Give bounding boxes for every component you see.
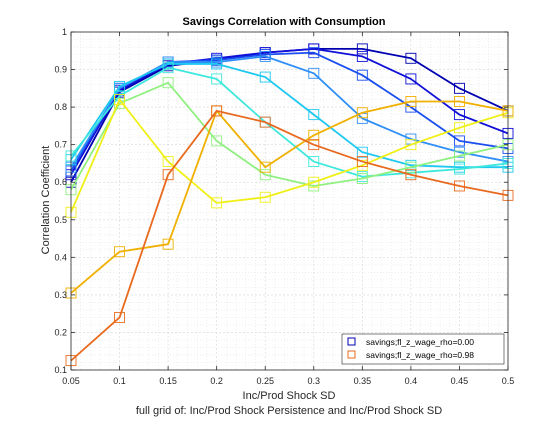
data-point-marker [453,109,465,121]
x-tick-label: 0.4 [405,376,418,386]
data-point-marker [308,129,320,141]
data-point-marker [453,122,465,134]
data-point-marker [453,135,465,147]
tick-marks [70,31,509,371]
data-point-marker [356,146,368,158]
legend-box [341,333,505,365]
y-tick-label: 0.1 [54,365,67,375]
axes-box [70,31,509,371]
y-tick-label: 0.8 [54,102,67,112]
chart-title: Savings Correlation with Consumption [183,16,386,28]
legend-marker-rho-000 [347,337,356,346]
data-point-marker [114,81,126,92]
data-point-marker [308,139,320,151]
series-line [70,66,509,178]
data-point-marker [453,96,465,107]
data-point-marker [453,82,465,94]
data-point-marker [162,77,174,89]
data-point-marker [211,135,223,147]
x-tick-label: 0.15 [159,376,177,386]
y-tick-label: 0.3 [54,290,67,300]
minor-grid [71,32,508,370]
series-line [70,98,509,213]
data-point-marker [308,67,320,79]
data-point-marker [162,238,174,250]
series-line [70,48,509,176]
y-axis-label: Correlation Coefficient [40,146,52,255]
x-axis-label: Inc/Prod Shock SD [243,390,336,402]
x-tick-label: 0.1 [113,376,126,386]
data-point-marker [453,180,465,192]
x-tick-label: 0.5 [502,376,515,386]
data-point-marker [259,161,271,173]
data-point-marker [453,163,465,175]
x-tick-label: 0.2 [210,376,223,386]
data-point-marker [211,58,223,70]
data-point-marker [405,52,417,64]
legend-marker-rho-098 [347,350,356,359]
data-point-marker [356,50,368,62]
y-tick-label: 0.9 [54,65,67,75]
x-tick-label: 0.05 [62,376,80,386]
data-point-marker [114,311,126,323]
series-line [70,63,508,169]
legend-entry-rho-000: savings;fl_z_wage_rho=0.00 [366,337,474,347]
data-point-marker [356,107,368,119]
data-point-marker [259,169,271,181]
y-tick-label: 1 [62,27,67,37]
data-point-marker [259,116,271,128]
y-tick-label: 0.6 [54,177,67,187]
data-point-marker [259,50,271,62]
y-tick-label: 0.2 [54,327,67,337]
x-tick-label: 0.35 [354,376,372,386]
legend-entry-rho-098: savings;fl_z_wage_rho=0.98 [366,350,474,360]
data-point-marker [405,96,417,107]
data-point-marker [405,73,417,85]
data-point-marker [356,156,368,168]
data-point-marker [114,94,126,106]
x-tick-labels: 0.05 0.1 0.15 0.2 0.25 0.3 0.35 0.4 0.45 0.5 [62,376,514,386]
data-point-marker [405,161,417,173]
y-tick-labels: 0.1 0.2 0.3 0.4 0.5 0.6 0.7 0.8 0.9 1 [54,27,67,375]
legend: savings;fl_z_wage_rho=0.00 savings;fl_z_… [341,333,505,365]
data-point-marker [211,105,223,117]
data-point-marker [308,109,320,121]
data-point-marker [162,169,174,181]
data-point-marker [162,156,174,168]
data-point-marker [356,69,368,81]
data-point-marker [356,173,368,184]
data-point-marker [259,191,271,203]
series-line [70,81,509,191]
plot-area [71,32,508,370]
data-point-marker [308,176,320,188]
data-point-marker [405,139,417,151]
data-point-marker [211,73,223,85]
data-point-marker [259,71,271,83]
data-point-marker [114,246,126,258]
data-point-marker [308,47,320,59]
x-tick-label: 0.3 [308,376,321,386]
data-point-marker [453,150,465,162]
y-tick-label: 0.5 [54,215,67,225]
data-point-marker [211,197,223,209]
x-tick-label: 0.25 [256,376,274,386]
series-line [70,109,509,362]
y-tick-label: 0.7 [54,140,67,150]
data-point-marker [308,156,320,168]
y-tick-label: 0.4 [54,252,67,262]
data-point-marker [356,43,368,55]
x-tick-label: 0.45 [451,376,469,386]
data-point-marker [162,62,174,74]
data-point-marker [405,169,417,181]
figure-caption: full grid of: Inc/Prod Shock Persistence… [136,405,442,417]
